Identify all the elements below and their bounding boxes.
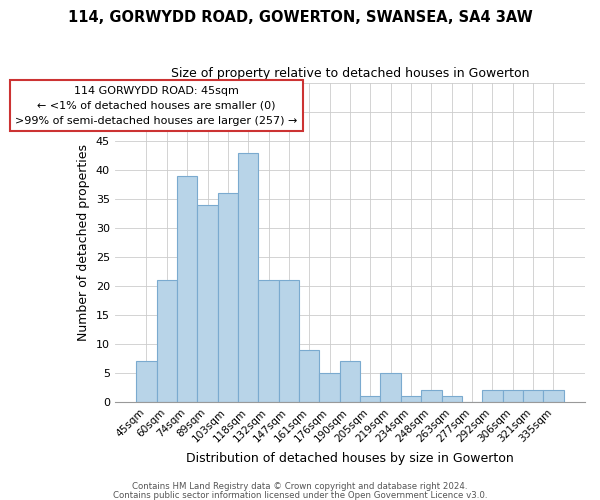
Text: 114, GORWYDD ROAD, GOWERTON, SWANSEA, SA4 3AW: 114, GORWYDD ROAD, GOWERTON, SWANSEA, SA… (68, 10, 532, 25)
Bar (482, 390, 503, 402)
Bar (380, 373, 401, 402)
Bar (442, 396, 462, 402)
Bar (197, 205, 218, 402)
Title: Size of property relative to detached houses in Gowerton: Size of property relative to detached ho… (171, 68, 529, 80)
Text: Contains public sector information licensed under the Open Government Licence v3: Contains public sector information licen… (113, 490, 487, 500)
Text: 114 GORWYDD ROAD: 45sqm
← <1% of detached houses are smaller (0)
>99% of semi-de: 114 GORWYDD ROAD: 45sqm ← <1% of detache… (16, 86, 298, 126)
Bar (259, 280, 279, 402)
Bar (136, 362, 157, 402)
Bar (360, 396, 380, 402)
Bar (503, 390, 523, 402)
Y-axis label: Number of detached properties: Number of detached properties (77, 144, 91, 341)
Bar (177, 176, 197, 402)
Bar (401, 396, 421, 402)
Bar (218, 193, 238, 402)
Bar (299, 350, 319, 402)
Bar (238, 152, 259, 402)
Text: Contains HM Land Registry data © Crown copyright and database right 2024.: Contains HM Land Registry data © Crown c… (132, 482, 468, 491)
Bar (340, 362, 360, 402)
Bar (543, 390, 563, 402)
Bar (319, 373, 340, 402)
Bar (421, 390, 442, 402)
Bar (279, 280, 299, 402)
Bar (523, 390, 543, 402)
X-axis label: Distribution of detached houses by size in Gowerton: Distribution of detached houses by size … (186, 452, 514, 465)
Bar (157, 280, 177, 402)
